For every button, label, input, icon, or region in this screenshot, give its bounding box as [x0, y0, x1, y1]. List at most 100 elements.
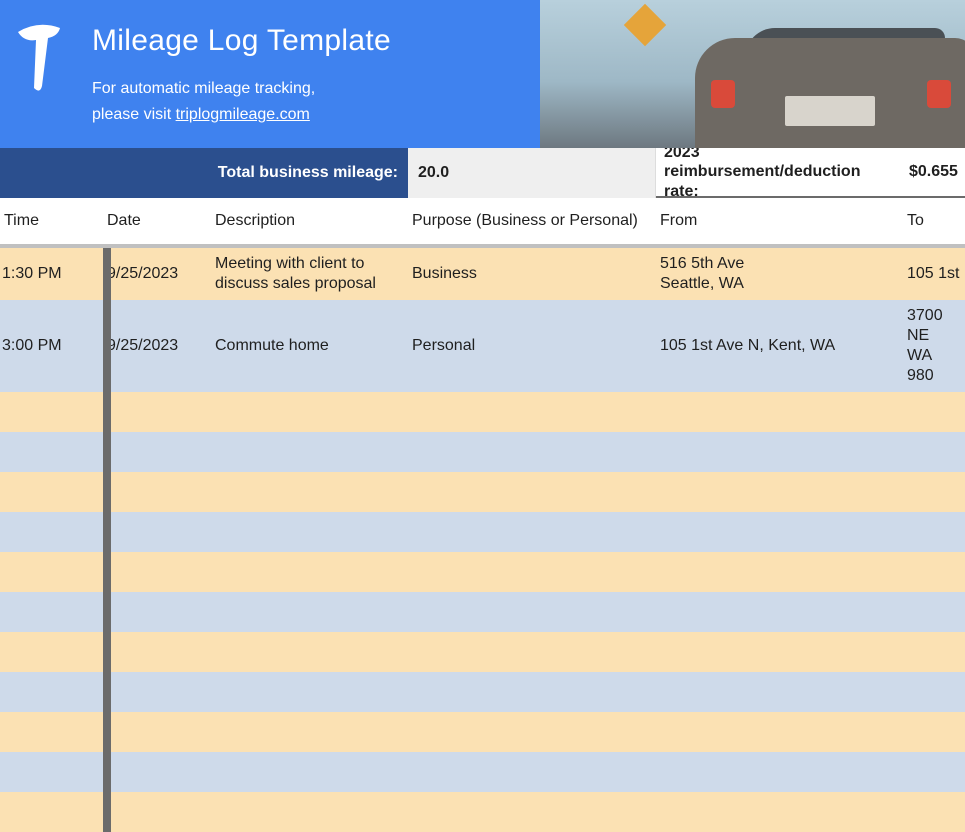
cell-date[interactable] — [103, 756, 211, 788]
cell-time[interactable]: 1:30 PM — [0, 258, 103, 290]
cell-date[interactable] — [103, 716, 211, 748]
header-image — [540, 0, 965, 148]
table-row[interactable] — [0, 672, 965, 712]
cell-date[interactable] — [103, 556, 211, 588]
cell-description[interactable] — [211, 636, 408, 668]
cell-from[interactable] — [656, 676, 903, 708]
cell-date[interactable] — [103, 396, 211, 428]
cell-purpose[interactable] — [408, 796, 656, 828]
table-row[interactable] — [0, 592, 965, 632]
cell-from[interactable] — [656, 476, 903, 508]
cell-from[interactable] — [656, 596, 903, 628]
cell-to[interactable] — [903, 556, 965, 588]
cell-time[interactable] — [0, 756, 103, 788]
triplog-link[interactable]: triplogmileage.com — [176, 106, 310, 123]
cell-purpose[interactable] — [408, 596, 656, 628]
cell-description[interactable] — [211, 676, 408, 708]
cell-date[interactable] — [103, 796, 211, 828]
cell-to[interactable] — [903, 396, 965, 428]
table-row[interactable] — [0, 792, 965, 832]
cell-date[interactable] — [103, 636, 211, 668]
cell-description[interactable]: Commute home — [211, 330, 408, 362]
table-row[interactable] — [0, 392, 965, 432]
cell-time[interactable] — [0, 716, 103, 748]
cell-description[interactable] — [211, 436, 408, 468]
cell-time[interactable] — [0, 596, 103, 628]
cell-description[interactable]: Meeting with client to discuss sales pro… — [211, 248, 408, 300]
cell-purpose[interactable] — [408, 396, 656, 428]
cell-time[interactable]: 3:00 PM — [0, 330, 103, 362]
table-row[interactable] — [0, 512, 965, 552]
cell-description[interactable] — [211, 476, 408, 508]
table-row[interactable] — [0, 632, 965, 672]
cell-to[interactable] — [903, 436, 965, 468]
cell-to[interactable]: 3700 NEWA 980 — [903, 300, 965, 392]
cell-purpose[interactable] — [408, 636, 656, 668]
reimbursement-rate-label: 2023 reimbursement/deduction rate: — [656, 148, 903, 198]
table-row[interactable]: 1:30 PM9/25/2023Meeting with client to d… — [0, 248, 965, 300]
cell-from[interactable] — [656, 556, 903, 588]
cell-purpose[interactable] — [408, 756, 656, 788]
table-row[interactable] — [0, 552, 965, 592]
cell-time[interactable] — [0, 476, 103, 508]
cell-to[interactable] — [903, 636, 965, 668]
cell-from[interactable] — [656, 436, 903, 468]
cell-time[interactable] — [0, 396, 103, 428]
cell-to[interactable] — [903, 476, 965, 508]
cell-purpose[interactable] — [408, 676, 656, 708]
cell-to[interactable] — [903, 756, 965, 788]
table-row[interactable] — [0, 752, 965, 792]
cell-time[interactable] — [0, 676, 103, 708]
cell-from[interactable]: 105 1st Ave N, Kent, WA — [656, 330, 903, 362]
cell-time[interactable] — [0, 436, 103, 468]
cell-date[interactable]: 9/25/2023 — [103, 330, 211, 362]
cell-time[interactable] — [0, 636, 103, 668]
cell-time[interactable] — [0, 516, 103, 548]
cell-time[interactable] — [0, 796, 103, 828]
cell-purpose[interactable] — [408, 516, 656, 548]
cell-date[interactable]: 9/25/2023 — [103, 258, 211, 290]
table-row[interactable] — [0, 712, 965, 752]
cell-description[interactable] — [211, 596, 408, 628]
cell-to[interactable] — [903, 516, 965, 548]
cell-purpose[interactable] — [408, 436, 656, 468]
cell-date[interactable] — [103, 436, 211, 468]
header-subtitle: For automatic mileage tracking, please v… — [92, 76, 391, 127]
cell-to[interactable]: 105 1st — [903, 258, 965, 290]
cell-from[interactable] — [656, 756, 903, 788]
cell-description[interactable] — [211, 396, 408, 428]
cell-to[interactable] — [903, 796, 965, 828]
cell-purpose[interactable] — [408, 556, 656, 588]
cell-purpose[interactable] — [408, 716, 656, 748]
cell-date[interactable] — [103, 676, 211, 708]
cell-to[interactable] — [903, 716, 965, 748]
cell-from[interactable] — [656, 716, 903, 748]
totals-row: Total business mileage: 20.0 2023 reimbu… — [0, 148, 965, 198]
cell-purpose[interactable]: Business — [408, 258, 656, 290]
cell-date[interactable] — [103, 516, 211, 548]
cell-purpose[interactable] — [408, 476, 656, 508]
column-divider — [103, 248, 111, 300]
column-divider — [103, 392, 111, 432]
cell-to[interactable] — [903, 676, 965, 708]
cell-purpose[interactable]: Personal — [408, 330, 656, 362]
table-row[interactable] — [0, 472, 965, 512]
cell-from[interactable] — [656, 796, 903, 828]
table-row[interactable] — [0, 432, 965, 472]
column-divider — [103, 752, 111, 792]
cell-description[interactable] — [211, 516, 408, 548]
cell-from[interactable] — [656, 636, 903, 668]
cell-from[interactable]: 516 5th AveSeattle, WA — [656, 248, 903, 300]
cell-to[interactable] — [903, 596, 965, 628]
col-header-time: Time — [0, 212, 103, 230]
cell-description[interactable] — [211, 756, 408, 788]
cell-from[interactable] — [656, 396, 903, 428]
cell-date[interactable] — [103, 596, 211, 628]
cell-description[interactable] — [211, 796, 408, 828]
cell-date[interactable] — [103, 476, 211, 508]
cell-from[interactable] — [656, 516, 903, 548]
cell-description[interactable] — [211, 716, 408, 748]
cell-time[interactable] — [0, 556, 103, 588]
table-row[interactable]: 3:00 PM9/25/2023Commute homePersonal105 … — [0, 300, 965, 392]
cell-description[interactable] — [211, 556, 408, 588]
